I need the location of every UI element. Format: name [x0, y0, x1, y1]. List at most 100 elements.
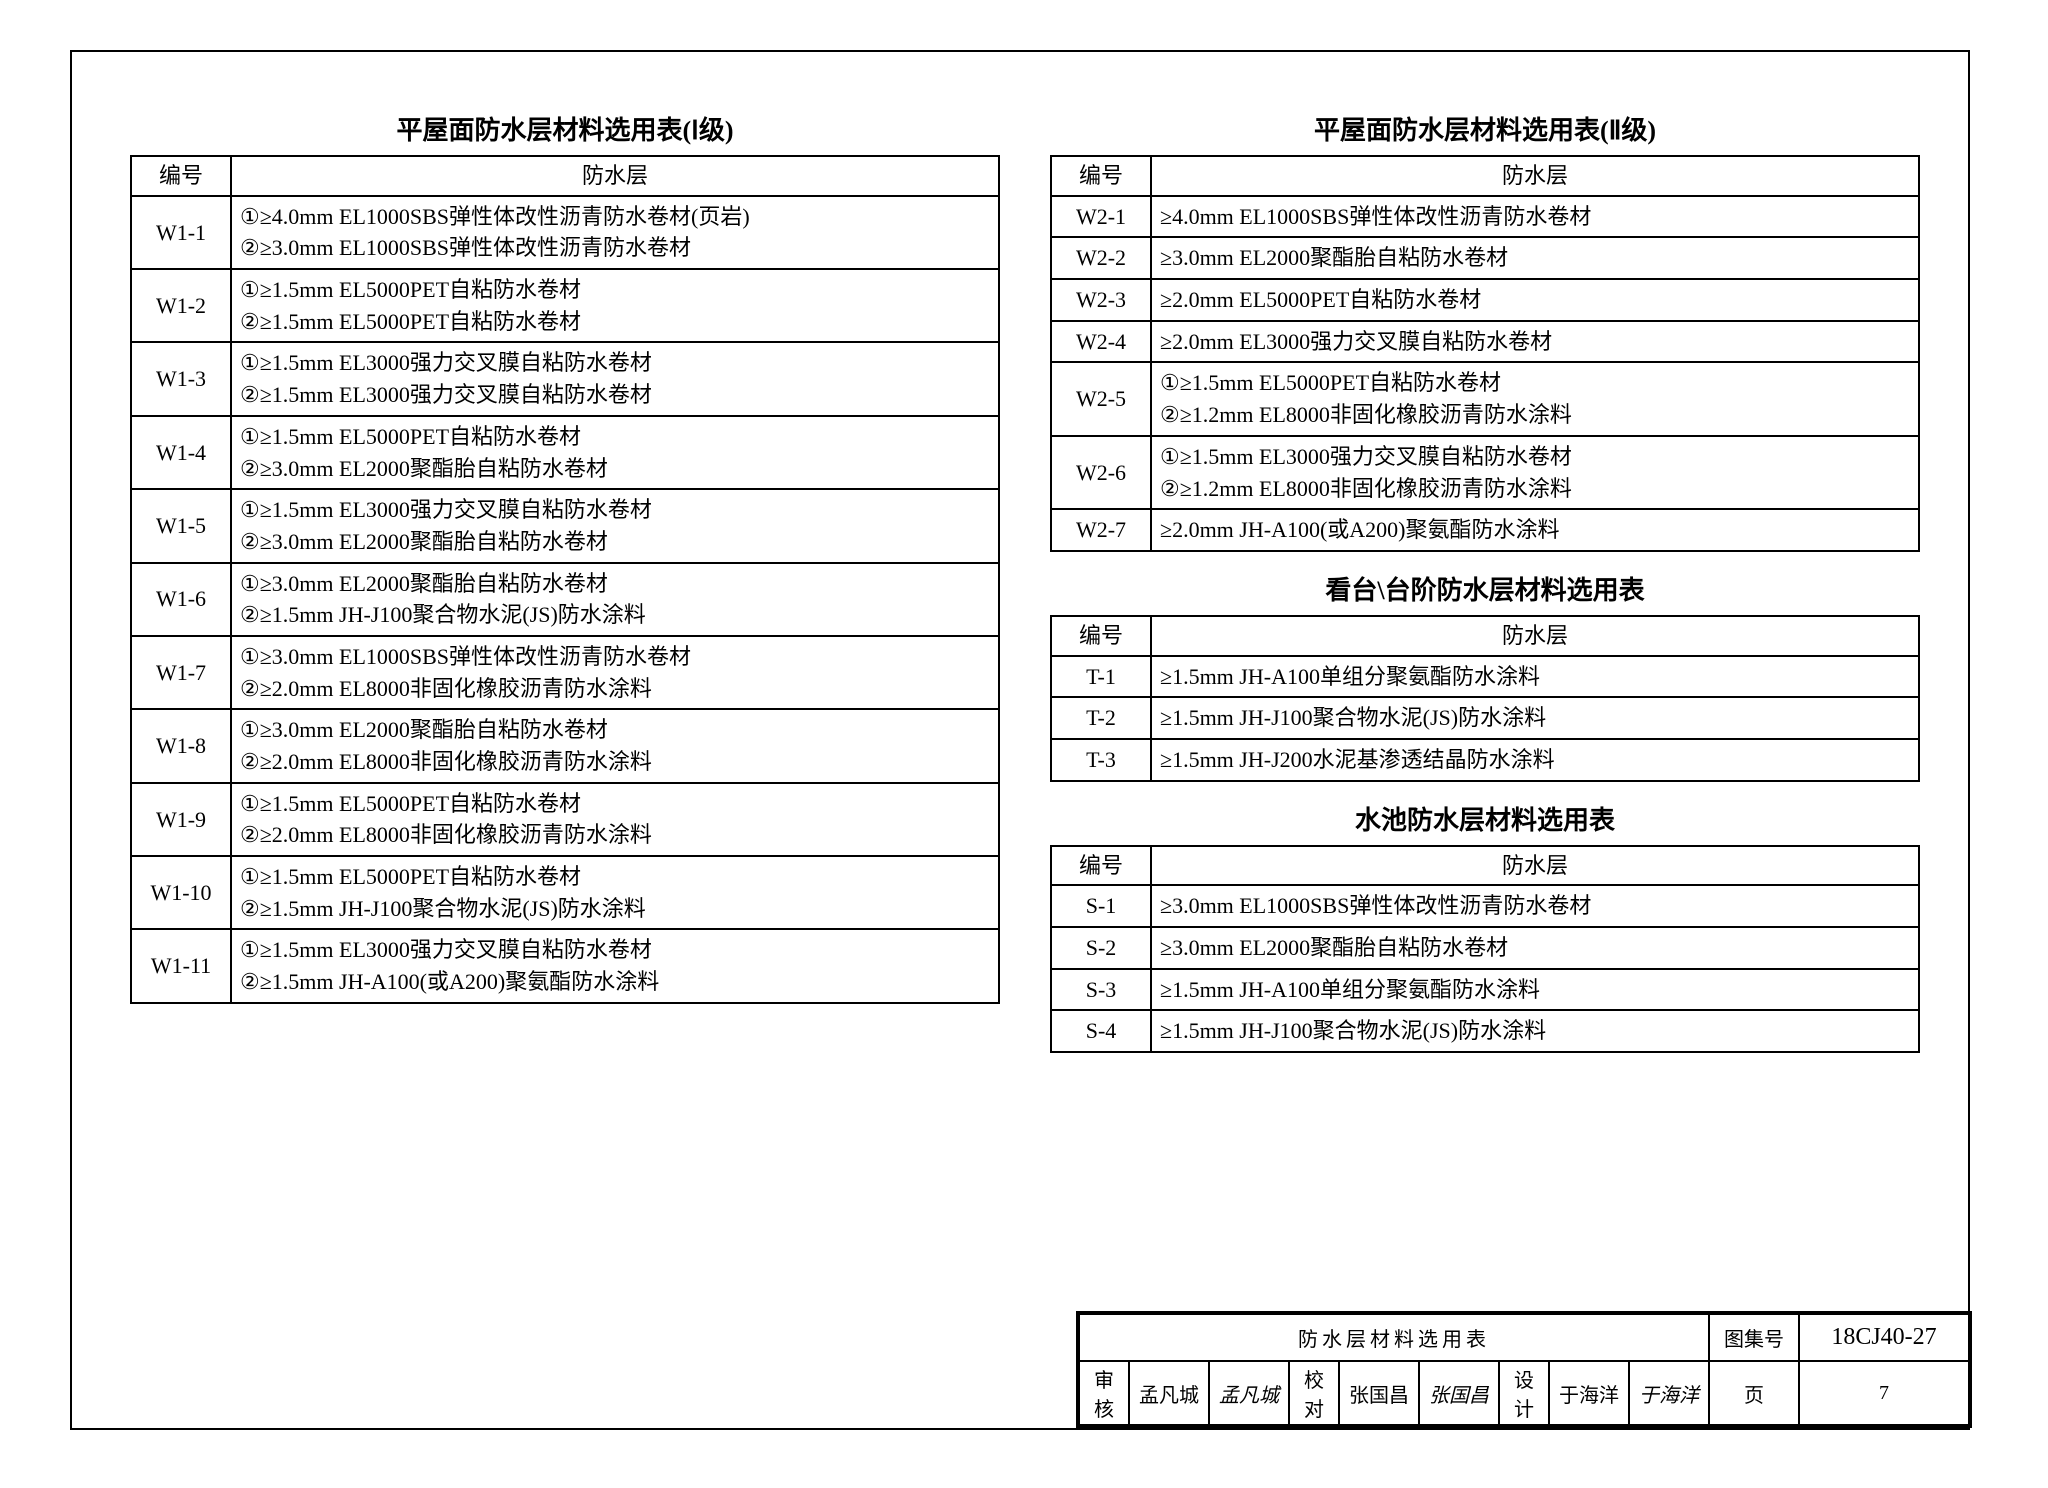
table-pool: 编号 防水层 S-1≥3.0mm EL1000SBS弹性体改性沥青防水卷材S-2…	[1050, 845, 1920, 1053]
desc-line: ①≥1.5mm EL5000PET自粘防水卷材	[240, 421, 990, 453]
desc-line: ②≥3.0mm EL1000SBS弹性体改性沥青防水卷材	[240, 232, 990, 264]
table-row: W2-5①≥1.5mm EL5000PET自粘防水卷材②≥1.2mm EL800…	[1051, 362, 1919, 435]
desc-line: ②≥3.0mm EL2000聚酯胎自粘防水卷材	[240, 526, 990, 558]
table-row: W2-6①≥1.5mm EL3000强力交叉膜自粘防水卷材②≥1.2mm EL8…	[1051, 436, 1919, 509]
row-code: W1-4	[131, 416, 231, 489]
desc-line: ①≥1.5mm EL5000PET自粘防水卷材	[240, 861, 990, 893]
table-row: W1-8①≥3.0mm EL2000聚酯胎自粘防水卷材②≥2.0mm EL800…	[131, 709, 999, 782]
row-desc: ①≥1.5mm EL5000PET自粘防水卷材②≥1.5mm JH-J100聚合…	[231, 856, 999, 929]
row-desc: ①≥3.0mm EL2000聚酯胎自粘防水卷材②≥2.0mm EL8000非固化…	[231, 709, 999, 782]
desc-line: ②≥3.0mm EL2000聚酯胎自粘防水卷材	[240, 453, 990, 485]
th-desc: 防水层	[1151, 846, 1919, 886]
row-code: W2-3	[1051, 279, 1151, 321]
right-column: 平屋面防水层材料选用表(Ⅱ级) 编号 防水层 W2-1≥4.0mm EL1000…	[1050, 100, 1920, 1053]
row-code: T-2	[1051, 697, 1151, 739]
audit-name: 孟凡城	[1129, 1361, 1209, 1425]
desc-line: ①≥1.5mm EL3000强力交叉膜自粘防水卷材	[240, 347, 990, 379]
row-desc: ①≥3.0mm EL1000SBS弹性体改性沥青防水卷材②≥2.0mm EL80…	[231, 636, 999, 709]
row-code: W2-5	[1051, 362, 1151, 435]
desc-line: ②≥1.2mm EL8000非固化橡胶沥青防水涂料	[1160, 473, 1910, 505]
row-code: S-2	[1051, 927, 1151, 969]
desc-line: ②≥1.5mm EL5000PET自粘防水卷材	[240, 306, 990, 338]
table-row: W1-4①≥1.5mm EL5000PET自粘防水卷材②≥3.0mm EL200…	[131, 416, 999, 489]
desc-line: ≥1.5mm JH-J200水泥基渗透结晶防水涂料	[1160, 744, 1910, 776]
row-desc: ①≥1.5mm EL3000强力交叉膜自粘防水卷材②≥1.5mm EL3000强…	[231, 342, 999, 415]
th-code: 编号	[1051, 846, 1151, 886]
desc-line: ①≥1.5mm EL5000PET自粘防水卷材	[240, 788, 990, 820]
row-code: W1-10	[131, 856, 231, 929]
check-signature: 张国昌	[1419, 1361, 1499, 1425]
row-desc: ①≥1.5mm EL3000强力交叉膜自粘防水卷材②≥3.0mm EL2000聚…	[231, 489, 999, 562]
th-desc: 防水层	[231, 156, 999, 196]
check-name: 张国昌	[1339, 1361, 1419, 1425]
th-desc: 防水层	[1151, 616, 1919, 656]
desc-line: ≥1.5mm JH-A100单组分聚氨酯防水涂料	[1160, 661, 1910, 693]
table1-title: 平屋面防水层材料选用表(Ⅰ级)	[130, 110, 1000, 147]
table-row: S-3 ≥1.5mm JH-A100单组分聚氨酯防水涂料	[1051, 969, 1919, 1011]
row-desc: ①≥1.5mm EL5000PET自粘防水卷材②≥2.0mm EL8000非固化…	[231, 783, 999, 856]
desc-line: ≥2.0mm EL3000强力交叉膜自粘防水卷材	[1160, 326, 1910, 358]
table-row: W2-1≥4.0mm EL1000SBS弹性体改性沥青防水卷材	[1051, 196, 1919, 238]
audit-label: 审核	[1079, 1361, 1129, 1425]
row-code: W1-6	[131, 563, 231, 636]
row-code: W1-11	[131, 929, 231, 1002]
row-desc: ≥2.0mm EL5000PET自粘防水卷材	[1151, 279, 1919, 321]
desc-line: ①≥3.0mm EL2000聚酯胎自粘防水卷材	[240, 568, 990, 600]
table-row: W1-1 ①≥4.0mm EL1000SBS弹性体改性沥青防水卷材(页岩)②≥3.…	[131, 196, 999, 269]
table-row: W1-10①≥1.5mm EL5000PET自粘防水卷材②≥1.5mm JH-J…	[131, 856, 999, 929]
table-row: W2-3≥2.0mm EL5000PET自粘防水卷材	[1051, 279, 1919, 321]
table3-title: 看台\台阶防水层材料选用表	[1050, 570, 1920, 607]
table-row: W2-2 ≥3.0mm EL2000聚酯胎自粘防水卷材	[1051, 237, 1919, 279]
table-level1: 编号 防水层 W1-1 ①≥4.0mm EL1000SBS弹性体改性沥青防水卷材(…	[130, 155, 1000, 1004]
table-level2: 编号 防水层 W2-1≥4.0mm EL1000SBS弹性体改性沥青防水卷材W2…	[1050, 155, 1920, 552]
page-number: 7	[1799, 1361, 1969, 1425]
th-code: 编号	[1051, 616, 1151, 656]
row-desc: ①≥1.5mm EL3000强力交叉膜自粘防水卷材②≥1.5mm JH-A100…	[231, 929, 999, 1002]
desc-line: ②≥1.5mm EL3000强力交叉膜自粘防水卷材	[240, 379, 990, 411]
row-desc: ≥1.5mm JH-A100单组分聚氨酯防水涂料	[1151, 656, 1919, 698]
row-desc: ①≥1.5mm EL5000PET自粘防水卷材②≥1.2mm EL8000非固化…	[1151, 362, 1919, 435]
th-code: 编号	[131, 156, 231, 196]
drawing-title: 防水层材料选用表	[1079, 1314, 1709, 1361]
table-row: W1-9①≥1.5mm EL5000PET自粘防水卷材②≥2.0mm EL800…	[131, 783, 999, 856]
desc-line: ②≥2.0mm EL8000非固化橡胶沥青防水涂料	[240, 673, 990, 705]
row-code: W1-7	[131, 636, 231, 709]
desc-line: ≥1.5mm JH-A100单组分聚氨酯防水涂料	[1160, 974, 1910, 1006]
audit-signature: 孟凡城	[1209, 1361, 1289, 1425]
row-desc: ≥1.5mm JH-A100单组分聚氨酯防水涂料	[1151, 969, 1919, 1011]
table2-title: 平屋面防水层材料选用表(Ⅱ级)	[1050, 110, 1920, 147]
row-desc: ①≥3.0mm EL2000聚酯胎自粘防水卷材②≥1.5mm JH-J100聚合…	[231, 563, 999, 636]
desc-line: ≥3.0mm EL1000SBS弹性体改性沥青防水卷材	[1160, 890, 1910, 922]
row-code: W2-2	[1051, 237, 1151, 279]
row-desc: ①≥1.5mm EL3000强力交叉膜自粘防水卷材②≥1.2mm EL8000非…	[1151, 436, 1919, 509]
row-code: W2-4	[1051, 321, 1151, 363]
atlas-label: 图集号	[1709, 1314, 1799, 1361]
desc-line: ≥2.0mm JH-A100(或A200)聚氨酯防水涂料	[1160, 514, 1910, 546]
design-label: 设计	[1499, 1361, 1549, 1425]
desc-line: ②≥1.5mm JH-J100聚合物水泥(JS)防水涂料	[240, 599, 990, 631]
atlas-number: 18CJ40-27	[1799, 1314, 1969, 1361]
desc-line: ②≥2.0mm EL8000非固化橡胶沥青防水涂料	[240, 746, 990, 778]
desc-line: ②≥2.0mm EL8000非固化橡胶沥青防水涂料	[240, 819, 990, 851]
table-row: W1-6①≥3.0mm EL2000聚酯胎自粘防水卷材②≥1.5mm JH-J1…	[131, 563, 999, 636]
row-desc: ≥1.5mm JH-J200水泥基渗透结晶防水涂料	[1151, 739, 1919, 781]
desc-line: ①≥3.0mm EL1000SBS弹性体改性沥青防水卷材	[240, 641, 990, 673]
table-row: W1-11①≥1.5mm EL3000强力交叉膜自粘防水卷材②≥1.5mm JH…	[131, 929, 999, 1002]
row-code: W1-2	[131, 269, 231, 342]
table-row: W1-3①≥1.5mm EL3000强力交叉膜自粘防水卷材②≥1.5mm EL3…	[131, 342, 999, 415]
table-row: T-3≥1.5mm JH-J200水泥基渗透结晶防水涂料	[1051, 739, 1919, 781]
row-desc: ≥2.0mm EL3000强力交叉膜自粘防水卷材	[1151, 321, 1919, 363]
table-row: W2-7≥2.0mm JH-A100(或A200)聚氨酯防水涂料	[1051, 509, 1919, 551]
row-code: W1-8	[131, 709, 231, 782]
row-desc: ①≥1.5mm EL5000PET自粘防水卷材②≥3.0mm EL2000聚酯胎…	[231, 416, 999, 489]
row-code: W1-1	[131, 196, 231, 269]
row-desc: ≥4.0mm EL1000SBS弹性体改性沥青防水卷材	[1151, 196, 1919, 238]
left-column: 平屋面防水层材料选用表(Ⅰ级) 编号 防水层 W1-1 ①≥4.0mm EL100…	[130, 100, 1000, 1004]
title-block: 防水层材料选用表 图集号 18CJ40-27 审核 孟凡城 孟凡城 校对 张国昌…	[1076, 1311, 1972, 1428]
row-desc: ≥1.5mm JH-J100聚合物水泥(JS)防水涂料	[1151, 697, 1919, 739]
desc-line: ≥3.0mm EL2000聚酯胎自粘防水卷材	[1160, 932, 1910, 964]
row-code: S-3	[1051, 969, 1151, 1011]
desc-line: ①≥1.5mm EL5000PET自粘防水卷材	[240, 274, 990, 306]
desc-line: ①≥4.0mm EL1000SBS弹性体改性沥青防水卷材(页岩)	[240, 201, 990, 233]
desc-line: ≥3.0mm EL2000聚酯胎自粘防水卷材	[1160, 242, 1910, 274]
